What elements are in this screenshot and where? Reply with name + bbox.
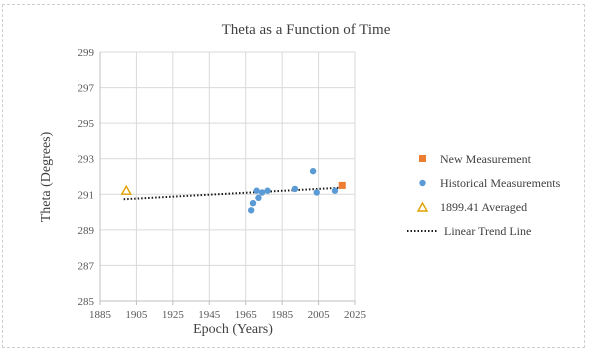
x-tick-label: 2005	[308, 309, 331, 321]
legend-label-new-measurement: New Measurement	[440, 152, 532, 166]
y-tick-label: 285	[78, 296, 95, 308]
historical-point	[264, 187, 271, 194]
historical-point	[249, 199, 257, 207]
chart-border	[2, 4, 585, 348]
legend-label-averaged: 1899.41 Averaged	[440, 200, 527, 214]
averaged-point	[120, 184, 132, 195]
y-tick-label: 289	[78, 225, 95, 237]
x-tick-label: 1985	[271, 309, 294, 321]
historical-point	[253, 187, 260, 194]
legend-item-averaged: 1899.41 Averaged	[416, 200, 527, 214]
y-tick-label: 287	[78, 260, 95, 272]
legend-item-new-measurement: New Measurement	[419, 152, 532, 166]
x-tick-label: 1905	[125, 309, 148, 321]
y-tick-label: 299	[78, 47, 95, 59]
x-tick-label: 1945	[198, 309, 221, 321]
x-axis-title: Epoch (Years)	[193, 322, 273, 337]
historical-point	[331, 187, 339, 194]
legend: New Measurement Historical Measurements …	[407, 152, 561, 238]
legend-label-trend-line: Linear Trend Line	[444, 224, 531, 238]
historical-point	[309, 167, 317, 175]
legend-item-historical-measurements: Historical Measurements	[419, 176, 561, 190]
new-measurement-point	[338, 181, 346, 189]
legend-item-trend-line: Linear Trend Line	[407, 224, 531, 238]
chart-title: Theta as a Function of Time	[222, 22, 391, 38]
historical-point	[258, 189, 266, 196]
y-tick-label: 297	[78, 83, 95, 95]
data-points	[120, 167, 346, 214]
historical-point	[313, 189, 320, 196]
y-tick-label: 293	[78, 154, 95, 166]
legend-square-marker	[419, 155, 426, 162]
legend-triangle-marker	[416, 201, 429, 212]
x-tick-label: 1925	[162, 309, 185, 321]
historical-point	[291, 185, 299, 193]
x-tick-label: 1965	[235, 309, 258, 321]
axes	[99, 52, 356, 305]
tick-labels: 285 287 289 291 293 295 297 299 1885 1905 1925 1945…	[78, 47, 367, 321]
grid-lines	[100, 51, 356, 301]
x-tick-label: 2025	[344, 309, 367, 321]
plot-area	[100, 52, 355, 301]
x-tick-label: 1885	[89, 309, 112, 321]
historical-point	[255, 194, 262, 202]
y-tick-label: 295	[78, 118, 95, 130]
y-tick-label: 291	[78, 189, 95, 201]
legend-label-historical-measurements: Historical Measurements	[440, 176, 561, 190]
legend-circle-marker	[419, 179, 426, 187]
historical-point	[247, 207, 255, 214]
y-axis-title: Theta (Degrees)	[39, 131, 54, 222]
